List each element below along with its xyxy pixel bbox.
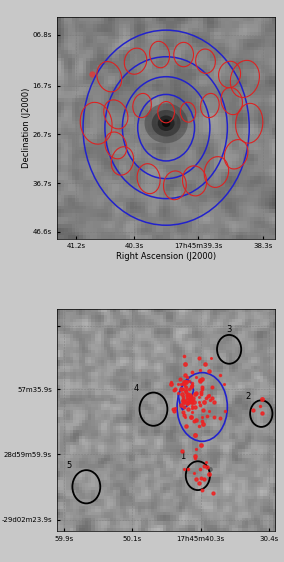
Text: 5: 5 [66,461,72,470]
Text: 1: 1 [180,452,185,461]
Text: 4: 4 [133,383,139,393]
Text: 3: 3 [226,325,232,334]
X-axis label: Right Ascension (J2000): Right Ascension (J2000) [116,252,216,261]
Ellipse shape [158,116,175,131]
Ellipse shape [152,110,181,137]
Y-axis label: Declination (J2000): Declination (J2000) [22,88,31,168]
Text: 2: 2 [246,392,251,401]
Ellipse shape [145,103,188,143]
Ellipse shape [162,119,170,127]
